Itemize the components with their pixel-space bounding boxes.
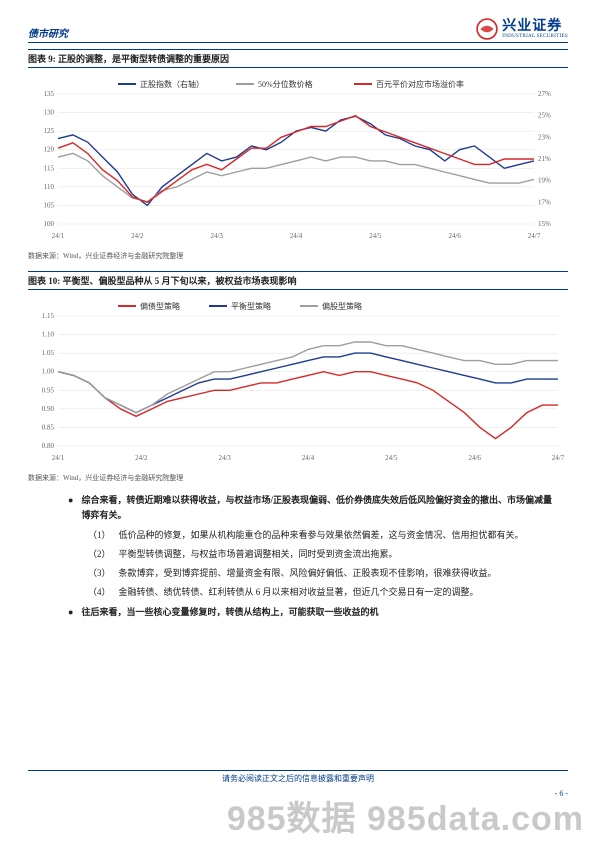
svg-text:24/6: 24/6 — [468, 454, 481, 462]
section-label: 债市研究 — [28, 25, 68, 40]
svg-text:24/4: 24/4 — [302, 454, 315, 462]
outro-text: 往后来看，当一些核心变量修复时，转债从结构上，可能获取一些收益的机 — [81, 605, 556, 620]
svg-text:0.95: 0.95 — [42, 386, 55, 394]
list-item-text: 条款博弈，受到博弈提前、增量资金有限、风险偏好偏低、正股表现不佳影响，很难获得收… — [119, 566, 556, 581]
svg-text:27%: 27% — [538, 90, 551, 98]
chart10-title: 图表 10: 平衡型、偏股型品种从 5 月下旬以来，被权益市场表现影响 — [28, 271, 568, 290]
svg-text:百元平价对应市场溢价率: 百元平价对应市场溢价率 — [376, 79, 464, 89]
svg-text:24/7: 24/7 — [528, 232, 541, 240]
list-item-number: （1） — [88, 528, 111, 543]
svg-text:偏债型策略: 偏债型策略 — [140, 301, 180, 311]
brand-logo: 兴业证券 INDUSTRIAL SECURITIES — [476, 18, 568, 40]
page-header: 债市研究 兴业证券 INDUSTRIAL SECURITIES — [28, 18, 568, 43]
svg-text:24/4: 24/4 — [290, 232, 303, 240]
chart9-title: 图表 9: 正股的调整，是平衡型转债调整的重要原因 — [28, 49, 568, 68]
list-item: （4） 金融转债、绩优转债、红利转债从 6 月以来相对收益显著，但近几个交易日有一… — [68, 585, 556, 600]
svg-text:偏股型策略: 偏股型策略 — [322, 301, 362, 311]
svg-text:1.05: 1.05 — [42, 349, 55, 357]
svg-text:110: 110 — [44, 183, 55, 191]
chart10: 0.80 0.85 0.90 0.95 1.00 1.05 1.10 1.15 24/1 24/2… — [28, 294, 568, 464]
list-item-text: 低价品种的修复，如果从机构能重仓的品种来看参与效果依然偏差，这与资金情况、信用担… — [119, 528, 556, 543]
list-item-number: （2） — [88, 547, 111, 562]
chart9-source: 数据来源：Wind，兴业证券经济与金融研究院整理 — [28, 251, 568, 261]
svg-text:115: 115 — [44, 164, 55, 172]
svg-text:25%: 25% — [538, 112, 551, 120]
svg-text:50%分位数价格: 50%分位数价格 — [258, 79, 313, 89]
intro-text: 综合来看，转债近期难以获得收益，与权益市场/正股表现偏弱、低价券债底失效后低风险… — [81, 493, 556, 524]
logo-text-en: INDUSTRIAL SECURITIES — [502, 34, 568, 39]
watermark: 985数据 985data.com — [0, 791, 596, 840]
svg-text:24/1: 24/1 — [52, 232, 65, 240]
svg-text:19%: 19% — [538, 177, 551, 185]
body-text: ● 综合来看，转债近期难以获得收益，与权益市场/正股表现偏弱、低价券债底失效后低… — [28, 493, 568, 620]
logo-text-cn: 兴业证券 — [502, 20, 568, 34]
svg-text:24/3: 24/3 — [210, 232, 223, 240]
list-item-text: 金融转债、绩优转债、红利转债从 6 月以来相对收益显著，但近几个交易日有一定的调… — [119, 585, 556, 600]
bullet-icon: ● — [68, 493, 73, 524]
svg-text:23%: 23% — [538, 133, 551, 141]
svg-text:正股指数（右轴）: 正股指数（右轴） — [140, 79, 204, 89]
chart10-source: 数据来源：Wind，兴业证券经济与金融研究院整理 — [28, 473, 568, 483]
logo-icon — [476, 18, 498, 40]
svg-text:24/7: 24/7 — [552, 454, 565, 462]
svg-text:24/3: 24/3 — [218, 454, 231, 462]
list-item: （1） 低价品种的修复，如果从机构能重仓的品种来看参与效果依然偏差，这与资金情况、… — [68, 528, 556, 543]
list-item-number: （3） — [88, 566, 111, 581]
svg-text:125: 125 — [44, 127, 55, 135]
svg-text:平衡型策略: 平衡型策略 — [231, 301, 271, 311]
list-item: （2） 平衡型转债调整，与权益市场普遍调整相关，同时受到资金流出拖累。 — [68, 547, 556, 562]
svg-text:15%: 15% — [538, 220, 551, 228]
svg-text:24/5: 24/5 — [369, 232, 382, 240]
svg-text:0.90: 0.90 — [42, 405, 55, 413]
svg-text:24/5: 24/5 — [385, 454, 398, 462]
chart9: 100 105 110 115 120 125 130 135 15% 17% 19% 21% 23% 2… — [28, 72, 568, 242]
svg-text:24/6: 24/6 — [448, 232, 461, 240]
svg-text:120: 120 — [44, 146, 55, 154]
svg-text:21%: 21% — [538, 155, 551, 163]
svg-text:105: 105 — [44, 201, 55, 209]
footer-disclaimer: 请务必阅读正文之后的信息披露和重要声明 — [28, 770, 568, 784]
bullet-icon: ● — [68, 605, 73, 620]
list-item-number: （4） — [88, 585, 111, 600]
list-item-text: 平衡型转债调整，与权益市场普遍调整相关，同时受到资金流出拖累。 — [119, 547, 556, 562]
svg-text:135: 135 — [44, 90, 55, 98]
svg-text:17%: 17% — [538, 198, 551, 206]
svg-text:1.10: 1.10 — [42, 331, 55, 339]
list-item: （3） 条款博弈，受到博弈提前、增量资金有限、风险偏好偏低、正股表现不佳影响，很难… — [68, 566, 556, 581]
svg-text:24/2: 24/2 — [135, 454, 148, 462]
svg-text:1.15: 1.15 — [42, 312, 55, 320]
svg-text:24/1: 24/1 — [52, 454, 65, 462]
svg-text:24/2: 24/2 — [131, 232, 144, 240]
svg-text:0.80: 0.80 — [42, 442, 55, 450]
svg-text:100: 100 — [44, 220, 55, 228]
svg-text:130: 130 — [44, 109, 55, 117]
svg-text:1.00: 1.00 — [42, 368, 55, 376]
svg-text:0.85: 0.85 — [42, 423, 55, 431]
